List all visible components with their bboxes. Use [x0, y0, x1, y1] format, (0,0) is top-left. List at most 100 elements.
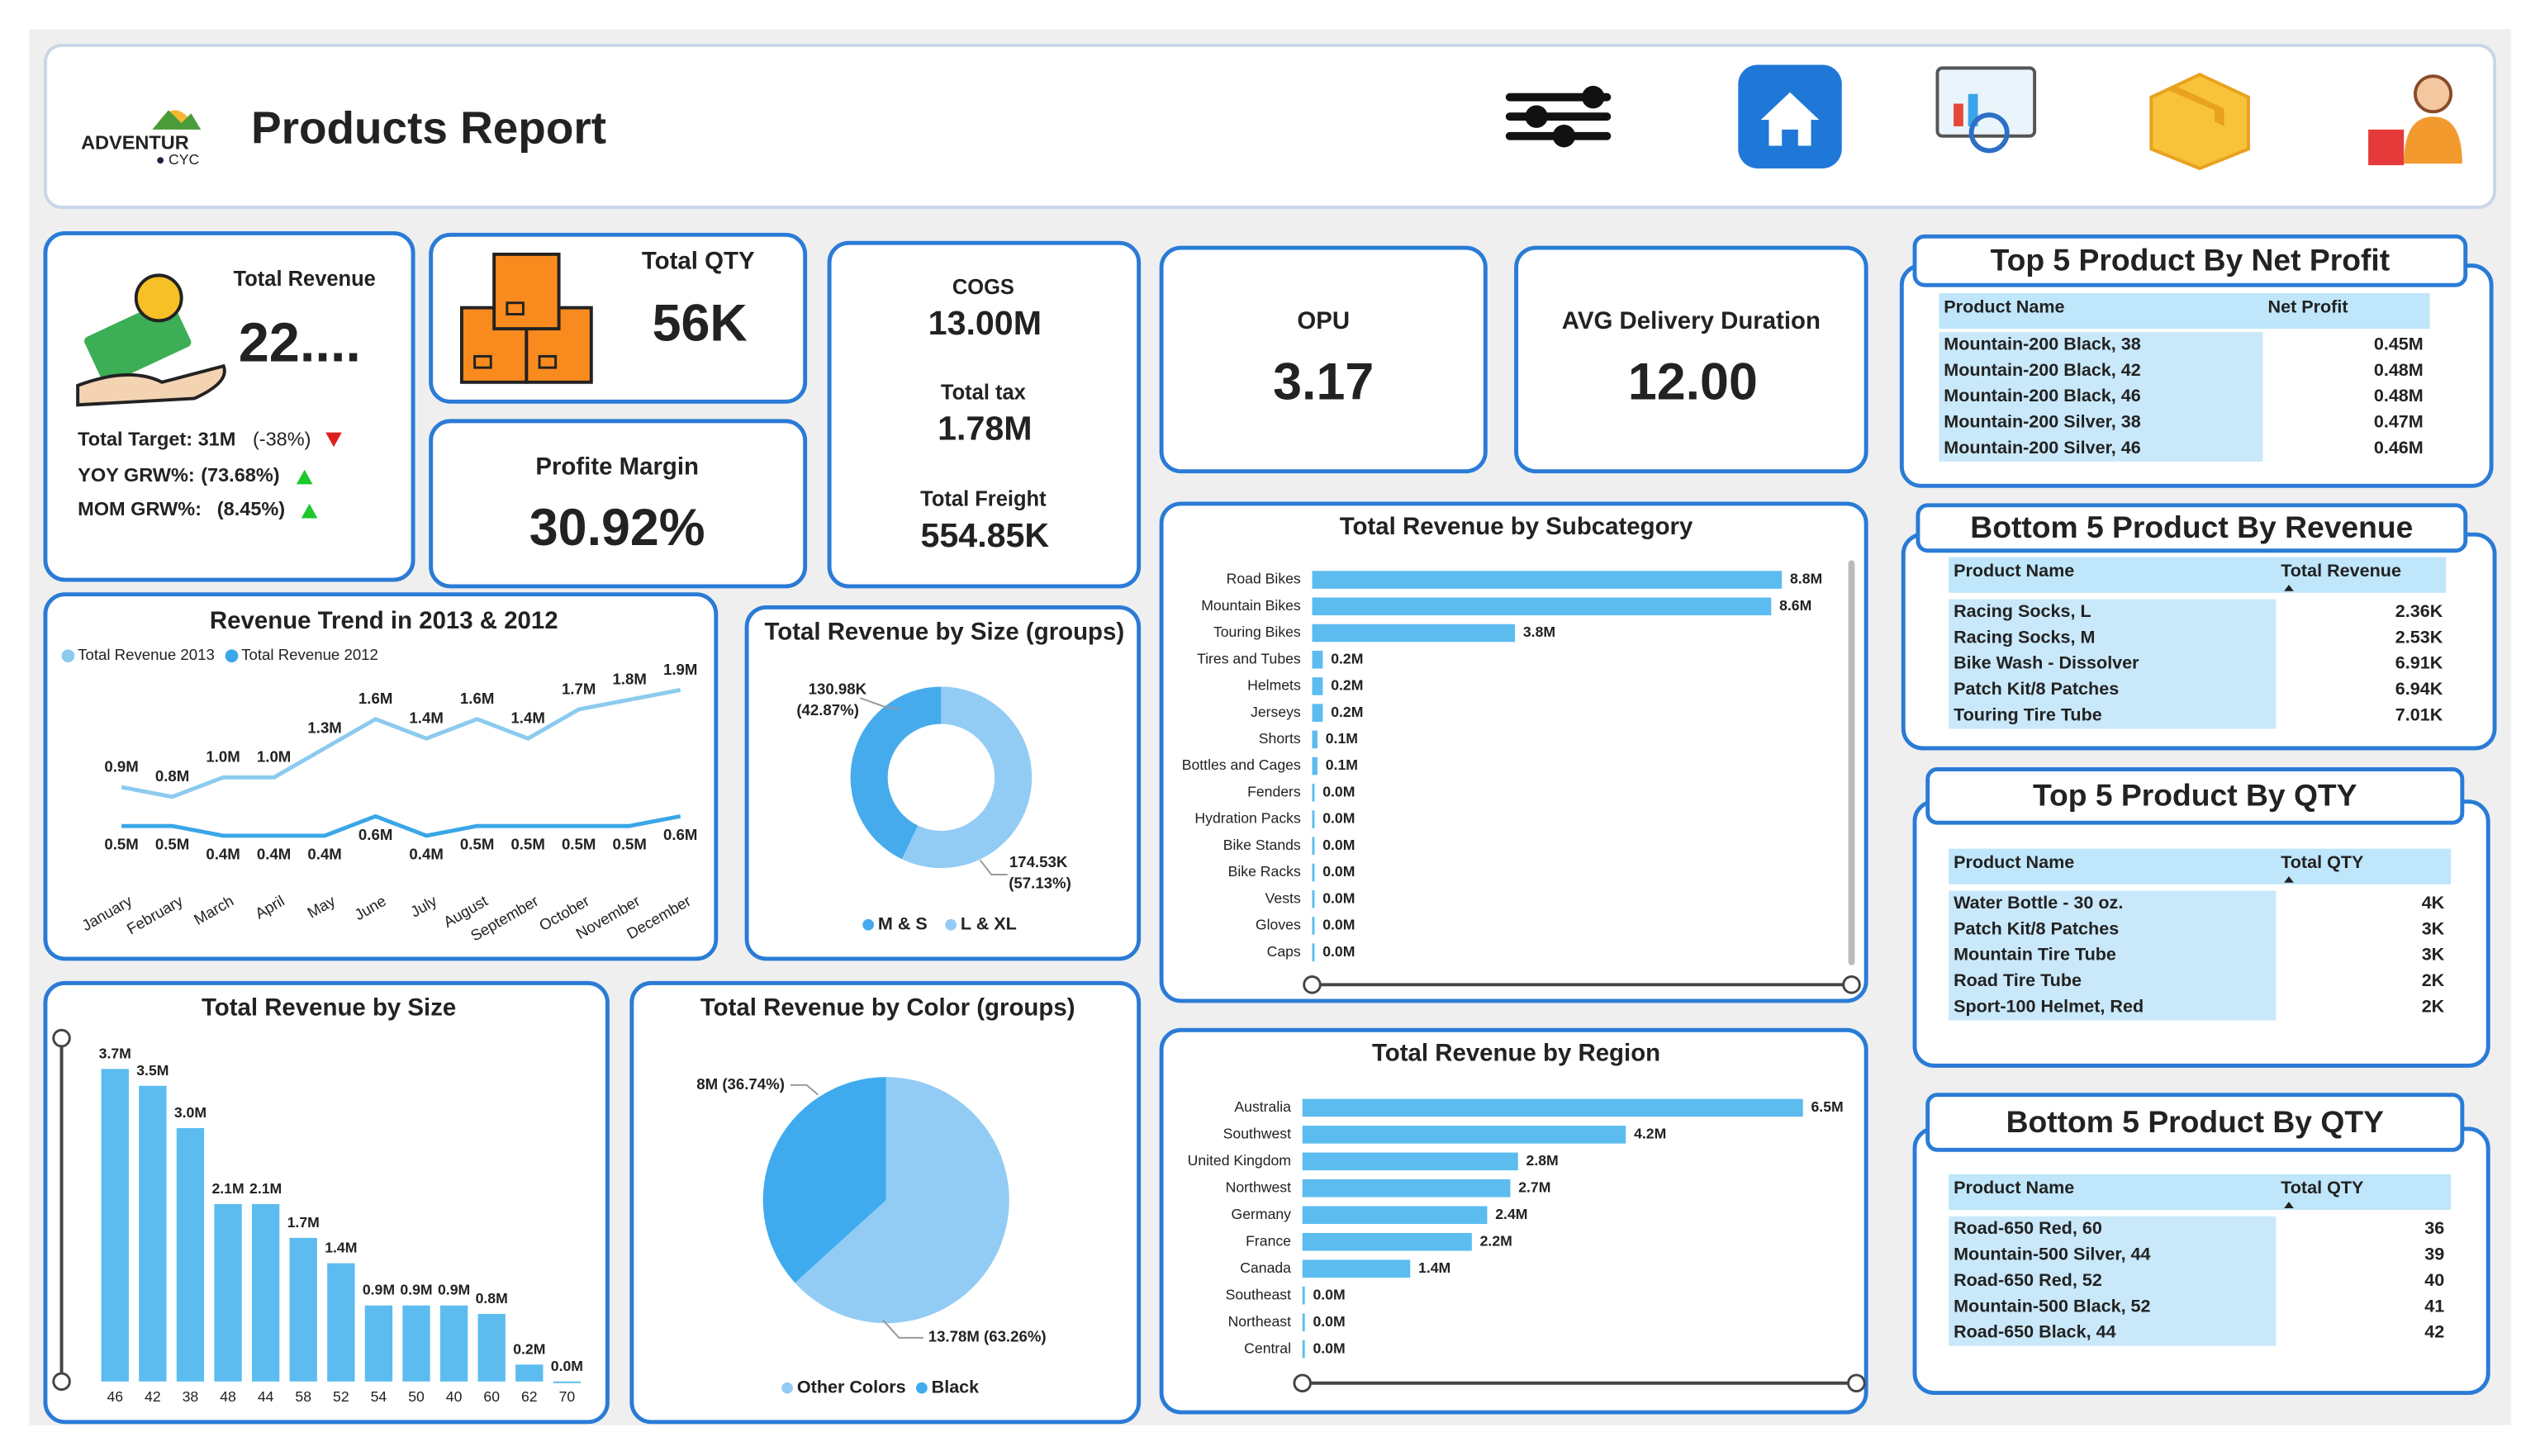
report-icon-bar[interactable]	[1954, 103, 1963, 126]
bar	[1302, 1126, 1626, 1144]
sort-icon	[2284, 1202, 2294, 1208]
customer-icon-head[interactable]	[2414, 74, 2453, 114]
data-label: 0.9M	[104, 757, 138, 775]
table-cell: Sport-100 Helmet, Red	[1954, 995, 2144, 1016]
chart-title: Total Revenue by Region	[1372, 1039, 1660, 1066]
y-tick-label: Mountain Bikes	[1201, 597, 1301, 614]
table-cell: Mountain-200 Silver, 46	[1944, 437, 2140, 458]
product-icon-tape[interactable]	[2165, 85, 2224, 126]
slider-handle[interactable]	[52, 1028, 71, 1048]
table-cell: 3K	[2422, 944, 2445, 965]
bar	[289, 1237, 317, 1382]
data-label: 0.0M	[551, 1358, 583, 1374]
data-label: 0.8M	[155, 767, 189, 785]
y-tick-label: Shorts	[1259, 730, 1301, 747]
data-label: 130.98K	[809, 680, 867, 697]
y-tick-label: United Kingdom	[1188, 1152, 1291, 1169]
home-icon[interactable]	[1760, 92, 1820, 146]
data-label: 0.0M	[1322, 783, 1355, 799]
slider-handle[interactable]	[1842, 975, 1861, 994]
data-label: 0.0M	[1322, 943, 1355, 960]
kpi-label: OPU	[1297, 307, 1350, 334]
kpi-value: 22....	[239, 312, 361, 373]
data-label: 0.5M	[562, 836, 596, 853]
kpi-value: 30.92%	[529, 499, 705, 557]
data-label: 0.5M	[510, 836, 544, 853]
scrollbar	[1848, 560, 1855, 965]
legend-label: Total Revenue 2013	[78, 646, 215, 663]
table-cell: Road-650 Red, 52	[1954, 1269, 2102, 1290]
table-title-box	[1912, 234, 2468, 287]
card	[744, 605, 1142, 961]
data-label: 1.7M	[562, 680, 596, 697]
card	[1514, 245, 1868, 474]
bar	[101, 1069, 129, 1382]
legend-marker	[781, 1382, 793, 1394]
table-header-bg	[1949, 1174, 2452, 1210]
up-arrow-icon	[301, 503, 318, 519]
slider-handle[interactable]	[52, 1372, 71, 1392]
x-tick-label: 38	[183, 1388, 199, 1405]
table-cell: Road-650 Black, 44	[1954, 1321, 2116, 1342]
data-label: 0.5M	[460, 836, 494, 853]
data-label: 3.7M	[99, 1045, 131, 1061]
product-icon[interactable]	[2149, 73, 2250, 171]
slider-handle[interactable]	[1293, 1373, 1312, 1393]
filter-icon-knob[interactable]	[1552, 125, 1576, 148]
box-icon	[492, 252, 561, 331]
data-label: 0.2M	[513, 1340, 545, 1357]
bar	[1302, 1152, 1518, 1171]
data-label: 0.0M	[1322, 810, 1355, 827]
data-label: 1.6M	[460, 690, 494, 707]
table-cell: Mountain-200 Black, 42	[1944, 359, 2140, 380]
report-icon-lens[interactable]	[1968, 112, 2010, 154]
kpi-label: Profite Margin	[535, 453, 699, 481]
x-tick-label: 60	[483, 1388, 500, 1405]
bar	[327, 1263, 355, 1382]
data-label: 0.6M	[663, 826, 697, 843]
table-cell: Mountain-200 Silver, 38	[1944, 411, 2140, 432]
chart-title: Total Revenue by Subcategory	[1340, 513, 1693, 540]
data-label: 0.9M	[363, 1282, 395, 1298]
customer-icon-body[interactable]	[2404, 116, 2462, 164]
table-title-box	[1925, 1093, 2465, 1152]
table-header: Product Name	[1954, 560, 2074, 581]
data-label: 0.1M	[1326, 730, 1358, 747]
kpi-target-label: Total Target: 31M	[78, 429, 235, 450]
up-arrow-icon	[296, 469, 313, 485]
data-label: 1.4M	[510, 709, 544, 727]
bar	[1302, 1259, 1411, 1278]
legend-marker	[225, 649, 239, 663]
data-label: 0.9M	[400, 1282, 432, 1298]
bar	[1302, 1098, 1803, 1117]
leader-line	[979, 859, 1008, 875]
bar	[1312, 889, 1315, 908]
data-label: 0.0M	[1322, 863, 1355, 880]
leader-line	[882, 1319, 923, 1339]
bar	[1312, 677, 1323, 695]
slider-handle[interactable]	[1847, 1373, 1866, 1393]
customer-icon-bag[interactable]	[2368, 129, 2405, 166]
chart-title: Total Revenue by Size	[202, 994, 456, 1022]
data-label: 8.6M	[1779, 597, 1811, 614]
table-cell: 39	[2424, 1244, 2444, 1264]
kpi-value: 1.78M	[938, 410, 1032, 448]
report-icon-bar[interactable]	[1968, 93, 1978, 126]
x-tick-label: 40	[446, 1388, 463, 1405]
y-tick-label: Bike Racks	[1228, 863, 1301, 880]
slider-handle[interactable]	[1303, 975, 1322, 994]
kpi-yoy-value: (73.68%)	[201, 464, 279, 486]
table-cell: 0.47M	[2374, 411, 2424, 432]
logo-subtext: CYC	[169, 151, 199, 168]
table-column-bg	[1949, 890, 2277, 1021]
filter-icon-knob[interactable]	[1582, 85, 1605, 109]
table-cell: Road Tire Tube	[1954, 970, 2082, 990]
filter-icon-knob[interactable]	[1525, 105, 1548, 128]
bar	[1312, 730, 1317, 749]
report-icon[interactable]	[1935, 66, 2037, 138]
data-label: (42.87%)	[796, 701, 859, 719]
bar	[1312, 837, 1315, 856]
bar	[515, 1364, 544, 1382]
table-cell: 42	[2424, 1321, 2444, 1342]
kpi-value: 554.85K	[921, 516, 1050, 554]
